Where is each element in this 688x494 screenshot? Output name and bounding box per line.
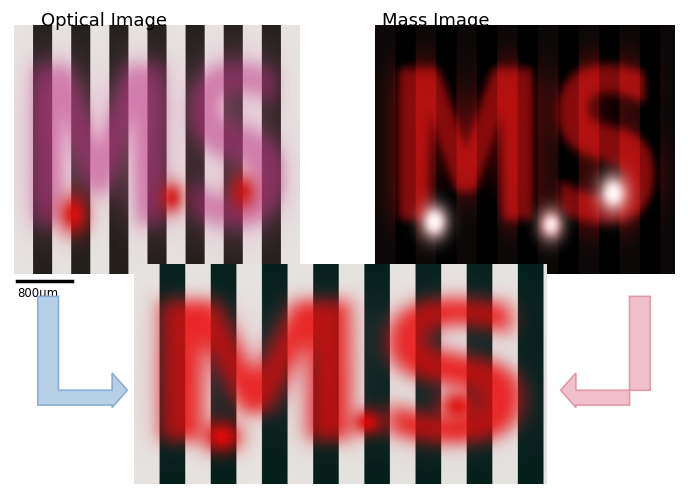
Text: Optical Image: Optical Image bbox=[41, 12, 167, 30]
Text: 800μm: 800μm bbox=[17, 287, 58, 299]
Polygon shape bbox=[38, 296, 127, 408]
Polygon shape bbox=[561, 296, 650, 408]
Text: Mass Image: Mass Image bbox=[382, 12, 489, 30]
